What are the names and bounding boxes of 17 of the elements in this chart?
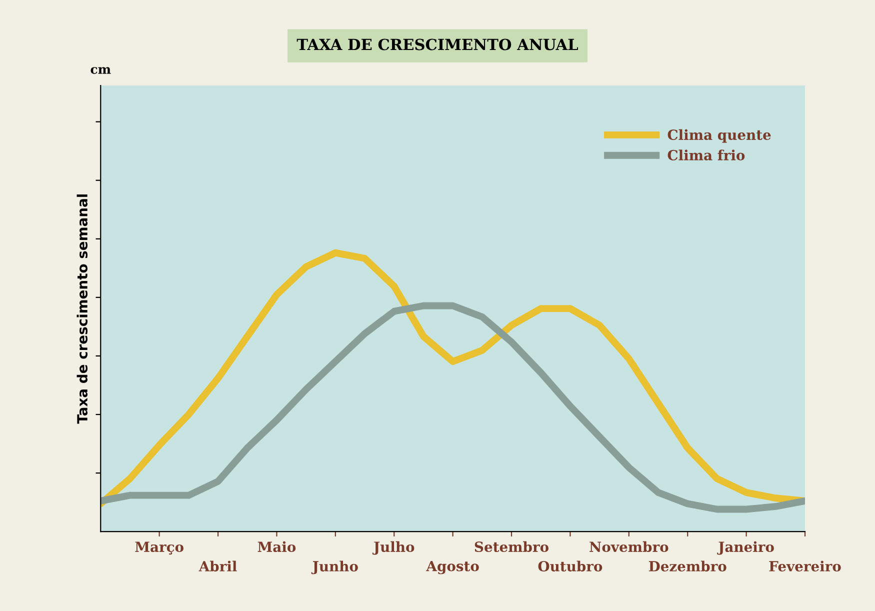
- text: cm: [90, 67, 111, 74]
- x-tick-label: Abril: [198, 560, 237, 572]
- x-tick-label: Julho: [372, 541, 414, 555]
- x-tick-label: Setembro: [474, 541, 549, 552]
- x-tick-label: Agosto: [426, 560, 479, 574]
- y-axis-title: Taxa de crescimento semanal: [76, 194, 88, 424]
- x-tick-label: Junho: [311, 560, 358, 574]
- chart-title: TAXA DE CRESCIMENTO ANUAL: [296, 38, 578, 50]
- x-tick-label: Novembro: [590, 541, 668, 552]
- x-tick-label: Março: [135, 542, 184, 555]
- x-tick-label: Fevereiro: [769, 560, 841, 572]
- x-tick-label: Dezembro: [648, 560, 726, 572]
- x-tick-label: Janeiro: [717, 541, 774, 555]
- legend-label: Clima quente: [668, 129, 771, 143]
- x-tick-label: Maio: [258, 541, 296, 552]
- x-tick-label: Outubro: [538, 560, 602, 572]
- legend-label: Clima frio: [668, 150, 745, 160]
